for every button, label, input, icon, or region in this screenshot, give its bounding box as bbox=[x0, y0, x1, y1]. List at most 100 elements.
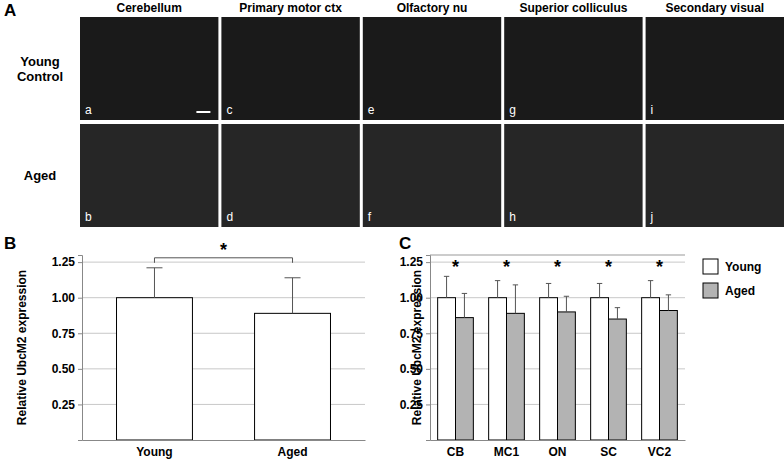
x-axis-line bbox=[83, 440, 366, 441]
y-tick-label: 1.25 bbox=[52, 255, 76, 269]
row-label: Aged bbox=[24, 168, 57, 183]
image-letter: i bbox=[651, 103, 654, 117]
error-bar bbox=[146, 268, 162, 298]
x-tick-label: SC bbox=[600, 445, 617, 459]
error-bar bbox=[615, 308, 620, 319]
y-tick-label: 1.00 bbox=[52, 291, 76, 305]
x-tick: ON bbox=[549, 440, 567, 459]
micrograph bbox=[363, 124, 501, 227]
error-bar bbox=[666, 295, 671, 311]
significance: * bbox=[605, 257, 612, 277]
y-tick-mark bbox=[78, 369, 82, 370]
error-bar bbox=[462, 293, 467, 317]
y-axis-title: Relative UbcM2 expression bbox=[15, 270, 29, 425]
significance: * bbox=[656, 257, 663, 277]
bar bbox=[609, 319, 627, 440]
x-tick: MC1 bbox=[494, 440, 520, 459]
y-tick-mark bbox=[426, 333, 430, 334]
marks bbox=[438, 276, 678, 440]
plot-frame-top bbox=[430, 255, 685, 256]
y-axis: 0.25 0.50 0.75 1.00 1.25 bbox=[52, 255, 83, 440]
legend: YoungAged bbox=[703, 259, 761, 298]
bar bbox=[255, 313, 331, 440]
y-tick-label: 1.25 bbox=[400, 255, 424, 269]
x-axis: Young Aged bbox=[83, 440, 366, 459]
y-axis-line bbox=[426, 256, 431, 441]
panel-label: B bbox=[4, 234, 16, 253]
panel-label: C bbox=[399, 234, 411, 253]
y-tick-mark bbox=[78, 333, 82, 334]
error-bar bbox=[495, 281, 500, 298]
error-bar bbox=[597, 283, 602, 297]
micrograph bbox=[646, 17, 784, 120]
y-tick-mark bbox=[426, 369, 430, 370]
bar bbox=[660, 311, 678, 441]
column-label: Primary motor ctx bbox=[239, 1, 342, 15]
significance: * bbox=[220, 240, 227, 260]
error-bar bbox=[648, 281, 653, 298]
legend-swatch bbox=[703, 283, 718, 298]
micrograph bbox=[646, 124, 784, 227]
y-tick-mark bbox=[78, 298, 82, 299]
x-tick-label: CB bbox=[447, 445, 465, 459]
x-axis: CB MC1 ON SC VC2 bbox=[431, 440, 686, 459]
image-letter: h bbox=[509, 210, 516, 224]
image-letter: g bbox=[509, 103, 516, 117]
x-tick-label: ON bbox=[549, 445, 567, 459]
y-tick-label: 0.75 bbox=[52, 327, 76, 341]
image-letter: a bbox=[85, 103, 92, 117]
y-tick: 1.00 bbox=[52, 291, 82, 305]
x-tick-label: Aged bbox=[278, 445, 308, 459]
y-axis-title: Relative UbcM2 expression bbox=[410, 270, 424, 425]
image-letter: b bbox=[85, 210, 92, 224]
bar bbox=[642, 298, 660, 440]
y-tick: 0.75 bbox=[52, 327, 82, 341]
y-tick: 0.25 bbox=[52, 398, 82, 412]
x-tick: Young bbox=[136, 440, 172, 459]
bar bbox=[438, 298, 456, 440]
legend-swatch bbox=[703, 259, 718, 274]
panel-1: C 0.250.500.751.001.25 CB MC1 ON SC VC2 Relativ… bbox=[399, 234, 761, 459]
image-letter: c bbox=[226, 103, 232, 117]
image-letter: j bbox=[650, 210, 654, 224]
significance: * bbox=[503, 257, 510, 277]
x-axis-line bbox=[431, 440, 686, 441]
micrograph bbox=[80, 124, 218, 227]
y-tick: 1.25 bbox=[52, 255, 82, 269]
panel-0: B 0.25 0.50 0.75 1.00 1.25 Young Aged Relative U… bbox=[4, 234, 366, 459]
column-label: Superior colliculus bbox=[519, 1, 627, 15]
micrograph bbox=[504, 17, 642, 120]
row-label: Control bbox=[17, 69, 63, 84]
x-tick: SC bbox=[600, 440, 617, 459]
legend-label: Aged bbox=[725, 284, 755, 298]
y-tick-mark bbox=[426, 262, 430, 263]
column-label: Olfactory nu bbox=[397, 1, 468, 15]
y-axis: 0.250.500.751.001.25 bbox=[400, 255, 431, 440]
figure: ACerebellumPrimary motor ctxOlfactory nu… bbox=[0, 0, 784, 469]
y-tick-mark bbox=[78, 404, 82, 405]
error-bar bbox=[546, 283, 551, 297]
micrograph bbox=[80, 17, 218, 120]
significance: * bbox=[452, 257, 459, 277]
grid-line bbox=[82, 262, 365, 263]
panel-a: ACerebellumPrimary motor ctxOlfactory nu… bbox=[4, 1, 784, 227]
x-tick: Aged bbox=[278, 440, 308, 459]
micrograph bbox=[221, 124, 359, 227]
image-letter: e bbox=[368, 103, 375, 117]
micrograph bbox=[363, 17, 501, 120]
y-tick-mark bbox=[426, 298, 430, 299]
significance: * bbox=[554, 257, 561, 277]
x-tick-label: MC1 bbox=[494, 445, 520, 459]
error-bar bbox=[285, 278, 301, 314]
x-tick: VC2 bbox=[648, 440, 672, 459]
x-tick: CB bbox=[447, 440, 465, 459]
column-label: Cerebellum bbox=[117, 1, 182, 15]
y-tick: 0.50 bbox=[52, 362, 82, 376]
row-label: Young bbox=[20, 54, 60, 69]
bar bbox=[558, 312, 576, 440]
micrograph bbox=[504, 124, 642, 227]
x-tick-label: Young bbox=[136, 445, 172, 459]
y-axis-line bbox=[78, 256, 83, 441]
x-tick-label: VC2 bbox=[648, 445, 672, 459]
micrograph bbox=[221, 17, 359, 120]
